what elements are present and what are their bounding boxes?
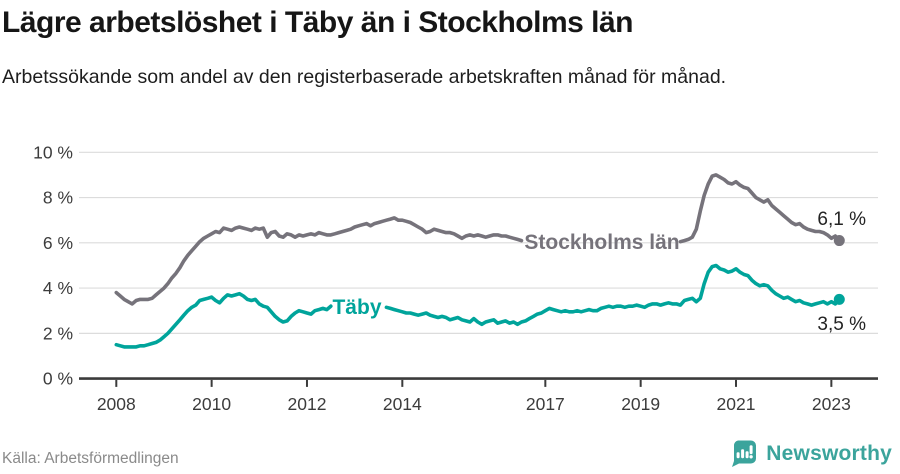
x-tick-label: 2017 [526, 394, 565, 414]
x-tick-label: 2014 [383, 394, 422, 414]
series-end-value-taby: 3,5 % [817, 314, 866, 335]
series-end-value-stockholms-lan: 6,1 % [817, 209, 866, 230]
x-tick-label: 2023 [812, 394, 851, 414]
series-inline-label-taby: Täby [332, 296, 381, 319]
x-tick-label: 2010 [192, 394, 231, 414]
y-tick-label: 6 % [43, 233, 73, 253]
chart-title: Lägre arbetslöshet i Täby än i Stockholm… [2, 6, 634, 39]
newsworthy-logo: Newsworthy [731, 440, 892, 467]
chart-subtitle: Arbetssökande som andel av den registerb… [2, 66, 727, 88]
source-note: Källa: Arbetsförmedlingen [2, 450, 179, 467]
series-end-dot-taby [833, 293, 845, 305]
x-tick-label: 2012 [288, 394, 327, 414]
series-end-dot-stockholms-lan [833, 235, 845, 247]
x-tick-label: 2021 [717, 394, 756, 414]
series-inline-label-stockholms-lan: Stockholms län [524, 231, 679, 254]
newsworthy-icon [732, 440, 757, 467]
y-tick-label: 10 % [33, 142, 73, 162]
y-tick-label: 0 % [43, 369, 73, 389]
y-tick-label: 2 % [43, 323, 73, 343]
newsworthy-wordmark: Newsworthy [766, 441, 892, 465]
series-line-stockholms-lan [114, 173, 842, 306]
series-line-taby [114, 263, 842, 349]
x-tick-label: 2008 [97, 394, 136, 414]
y-tick-label: 4 % [43, 278, 73, 298]
y-tick-label: 8 % [43, 188, 73, 208]
x-tick-label: 2019 [621, 394, 660, 414]
